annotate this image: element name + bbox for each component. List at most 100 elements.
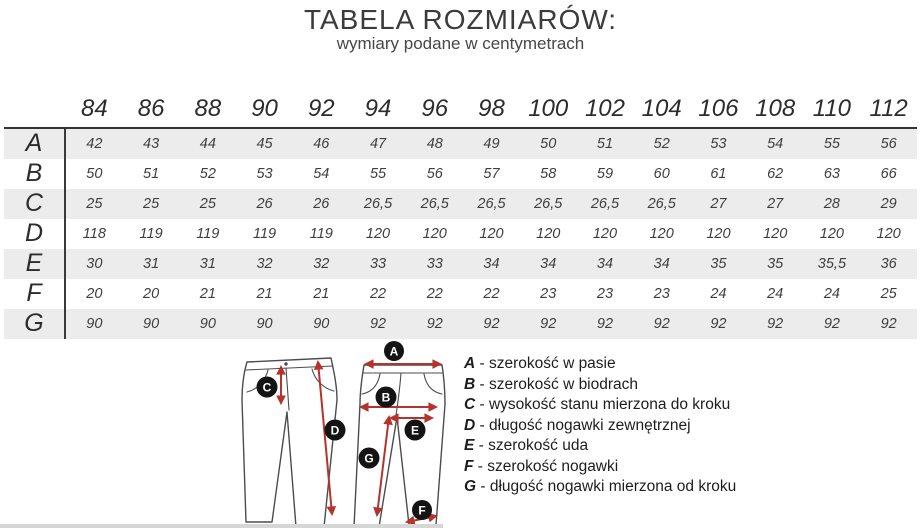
- measurement-cell: 25: [880, 286, 897, 302]
- measurement-cell: 120: [876, 226, 901, 242]
- row-label: F: [4, 279, 66, 309]
- table-row: A 42 43 44 45 46 47 48 49 50 51 52 53 54 55 56: [4, 129, 917, 159]
- measurement-cell: 120: [763, 226, 788, 242]
- measurement-cell: 30: [86, 256, 103, 272]
- back-pocket-left: [361, 373, 381, 395]
- measurement-cell: 120: [592, 226, 618, 242]
- measurement-cell: 119: [252, 226, 277, 242]
- measurement-cell: 120: [422, 226, 447, 242]
- table-row: B 50 51 52 53 54 55 56 57 58 59 60 61 62 63 66: [4, 159, 917, 189]
- measurement-cell: 32: [256, 256, 273, 272]
- measure-arrow-d: [313, 359, 337, 517]
- row-label: E: [4, 249, 66, 279]
- size-column-header: 84: [81, 95, 108, 122]
- legend: A - szerokość w pasie B - szerokość w bio…: [464, 354, 736, 498]
- measurement-cell: 20: [143, 286, 160, 302]
- svg-text:C: C: [263, 381, 272, 395]
- legend-description: długość nogawki zewnętrznej: [488, 416, 691, 434]
- size-column-header: 112: [869, 95, 908, 122]
- measurement-cell: 90: [256, 316, 273, 332]
- measurement-cell: 52: [199, 166, 216, 182]
- row-label: A: [4, 129, 66, 159]
- table-corner-cell: [4, 123, 66, 127]
- size-column-header: 110: [812, 95, 852, 122]
- measurement-cell: 24: [767, 286, 784, 302]
- measurement-cell: 58: [540, 166, 557, 182]
- measurement-cell: 26,5: [363, 196, 393, 212]
- size-column-header: 98: [478, 95, 505, 122]
- legend-item: A - szerokość w pasie: [464, 354, 736, 375]
- measurement-cell: 92: [369, 316, 387, 332]
- measurement-cell: 56: [880, 136, 897, 152]
- measurement-cell: 25: [199, 196, 216, 212]
- legend-separator: -: [475, 375, 489, 393]
- measurement-cell: 54: [313, 166, 330, 182]
- table-row: F 20 20 21 21 21 22 22 22 23 23 23 24 24 24 25: [4, 279, 917, 309]
- measurement-cell: 49: [483, 136, 500, 152]
- measurement-cell: 92: [596, 316, 614, 332]
- measurement-cell: 26: [256, 196, 273, 212]
- size-column-header: 102: [584, 95, 625, 122]
- size-column-header: 86: [137, 95, 165, 122]
- legend-separator: -: [475, 416, 489, 434]
- measurement-cell: 35,5: [817, 256, 847, 272]
- legend-separator: -: [475, 396, 489, 413]
- measurement-cell: 22: [483, 286, 500, 302]
- measurement-cell: 92: [880, 316, 897, 332]
- measurement-cell: 42: [86, 136, 103, 152]
- measurement-cell: 90: [86, 316, 103, 332]
- measurement-cell: 54: [767, 136, 784, 152]
- measurement-cell: 23: [653, 286, 670, 302]
- measurement-cell: 26,5: [534, 196, 563, 212]
- legend-description: szerokość w pasie: [488, 355, 616, 372]
- measurement-cell: 92: [823, 316, 840, 332]
- legend-letter: A: [464, 355, 476, 372]
- pants-front-outline: [241, 357, 338, 528]
- back-pocket-right: [423, 373, 443, 395]
- measurement-cell: 92: [426, 316, 443, 332]
- legend-letter: G: [464, 478, 477, 495]
- page-subtitle: wymiary podane w centymetrach: [336, 34, 585, 53]
- row-label: C: [4, 189, 66, 219]
- measurement-cell: 20: [86, 286, 103, 302]
- measurement-cell: 21: [313, 286, 330, 302]
- measurement-cell: 21: [199, 286, 216, 302]
- measurement-cell: 51: [143, 166, 160, 182]
- measurement-cell: 22: [426, 286, 443, 302]
- svg-text:B: B: [382, 391, 391, 405]
- measurement-cell: 92: [540, 316, 557, 332]
- measurement-cell: 25: [143, 196, 160, 212]
- table-row: C 25 25 25 26 26 26,5 26,5 26,5 26,5 26,5 26,5 27 27 2…: [4, 189, 917, 219]
- marker-badge-a: A: [384, 341, 404, 361]
- measurement-cell: 27: [710, 196, 727, 212]
- legend-item: B - szerokość w biodrach: [464, 375, 736, 396]
- legend-separator: -: [473, 457, 488, 475]
- measurement-cell: 53: [710, 136, 727, 152]
- measurement-cell: 90: [313, 316, 330, 332]
- measurement-cell: 92: [767, 316, 784, 332]
- waist-button: [284, 362, 288, 366]
- measurement-cell: 26,5: [647, 196, 676, 212]
- table-row: E 30 31 31 32 32 33 33 34 34 34 34 35 35 35,5 36: [4, 249, 917, 279]
- measurement-cell: 24: [823, 286, 840, 302]
- legend-item: F - szerokość nogawki: [464, 457, 736, 478]
- measurement-cell: 48: [426, 136, 443, 152]
- legend-description: szerokość nogawki: [487, 457, 619, 475]
- measurement-cell: 35: [710, 256, 727, 272]
- measurement-cell: 34: [596, 256, 614, 272]
- fly-seam: [285, 367, 290, 411]
- measurement-cell: 25: [86, 196, 103, 212]
- size-column-header: 92: [307, 95, 335, 122]
- legend-item: C - wysokość stanu mierzona do kroku: [464, 395, 736, 416]
- row-label: G: [4, 309, 66, 339]
- measurement-cell: 27: [767, 196, 784, 212]
- measurement-cell: 23: [596, 286, 614, 302]
- legend-letter: B: [464, 375, 476, 393]
- size-column-header: 106: [698, 95, 739, 122]
- marker-badge-g: G: [358, 447, 380, 469]
- table-row: D 118 119 119 119 119 120 120 120 120 120 120 120 120…: [4, 219, 917, 249]
- svg-text:A: A: [390, 345, 399, 359]
- measurement-cell: 34: [483, 256, 500, 272]
- legend-letter: D: [464, 416, 476, 434]
- measurement-cell: 31: [199, 256, 216, 272]
